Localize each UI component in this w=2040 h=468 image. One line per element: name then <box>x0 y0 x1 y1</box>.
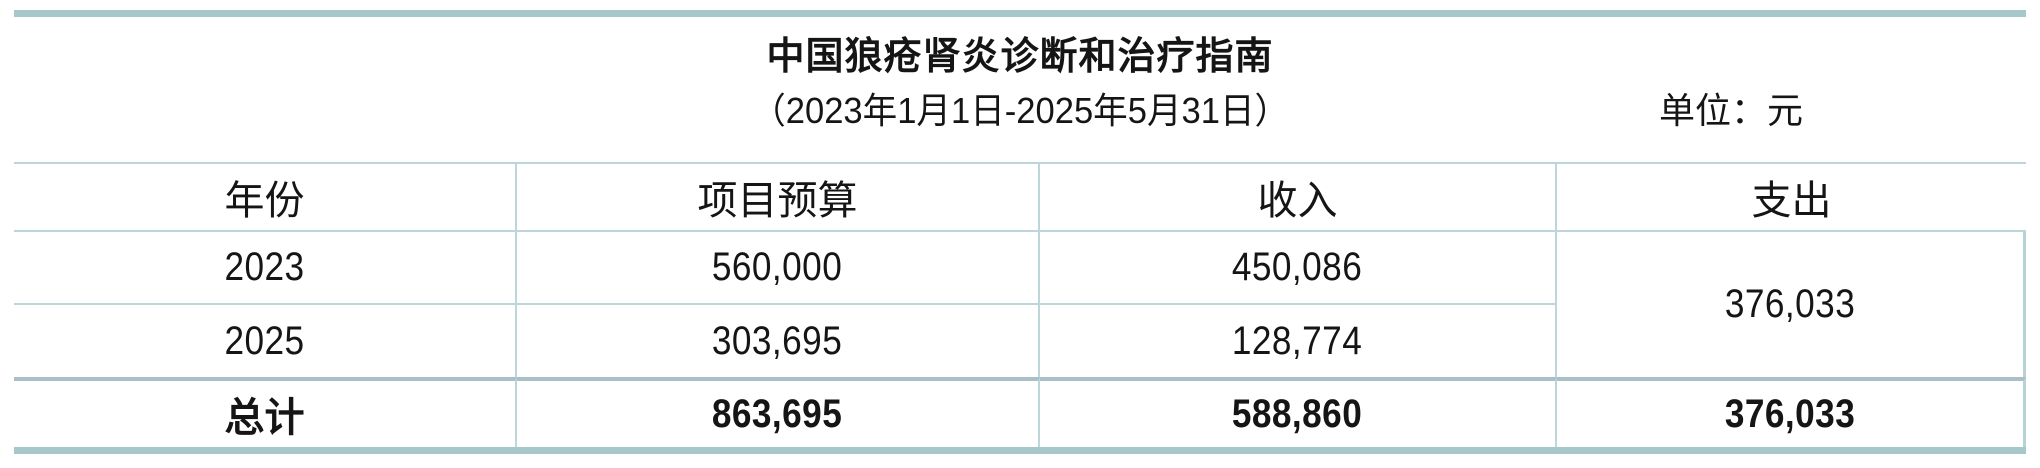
cell-expense-merged: 376,033 <box>1557 232 2026 377</box>
cell-year-2023-value: 2023 <box>224 245 305 289</box>
cell-budget-2023-value: 560,000 <box>712 245 843 289</box>
cell-income-2025-value: 128,774 <box>1232 318 1363 363</box>
column-header-budget: 项目预算 <box>517 164 1040 232</box>
cell-total-label: 总计 <box>14 377 517 447</box>
budget-table-sheet: 中国狼疮肾炎诊断和治疗指南 （2023年1月1日-2025年5月31日） 单位：… <box>14 10 2026 454</box>
cell-total-expense: 376,033 <box>1557 377 2026 447</box>
cell-total-budget-value: 863,695 <box>712 391 843 436</box>
cell-total-budget: 863,695 <box>517 377 1040 447</box>
budget-table-grid: 年份 项目预算 收入 支出 2023 560,000 450,086 376,0… <box>14 162 2026 447</box>
cell-total-income-value: 588,860 <box>1232 391 1363 436</box>
cell-budget-2025-value: 303,695 <box>712 318 843 363</box>
column-header-year: 年份 <box>14 164 517 232</box>
cell-income-2025: 128,774 <box>1040 305 1557 377</box>
cell-year-2025: 2025 <box>14 305 517 377</box>
top-border-rule <box>14 10 2026 17</box>
cell-income-2023-value: 450,086 <box>1232 245 1363 289</box>
cell-income-2023: 450,086 <box>1040 232 1557 305</box>
table-title-area: 中国狼疮肾炎诊断和治疗指南 （2023年1月1日-2025年5月31日） 单位：… <box>14 17 2026 162</box>
table-title: 中国狼疮肾炎诊断和治疗指南 <box>766 36 1274 78</box>
cell-expense-merged-value: 376,033 <box>1724 282 1856 326</box>
table-date-range: （2023年1月1日-2025年5月31日） <box>751 90 1289 131</box>
cell-year-2023: 2023 <box>14 232 517 305</box>
cell-total-expense-value: 376,033 <box>1724 391 1856 436</box>
cell-total-income: 588,860 <box>1040 377 1557 447</box>
bottom-border-rule <box>14 447 2026 454</box>
column-header-income: 收入 <box>1040 164 1557 232</box>
column-header-expense: 支出 <box>1557 164 2026 232</box>
cell-budget-2025: 303,695 <box>517 305 1040 377</box>
table-subtitle-row: （2023年1月1日-2025年5月31日） 单位：元 <box>14 83 2026 139</box>
cell-year-2025-value: 2025 <box>224 318 305 363</box>
cell-budget-2023: 560,000 <box>517 232 1040 305</box>
unit-label: 单位：元 <box>1658 90 1803 131</box>
